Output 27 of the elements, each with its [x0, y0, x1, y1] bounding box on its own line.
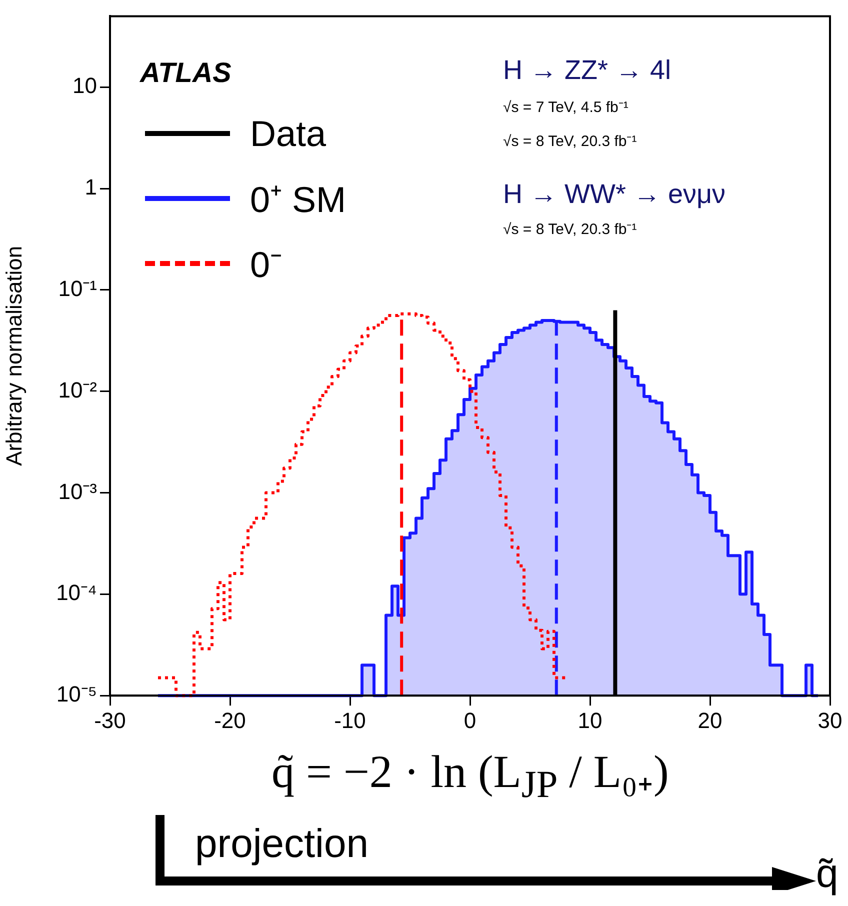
- legend-label: Data: [250, 112, 326, 155]
- annotation: H → WW* → eνμν: [503, 179, 726, 210]
- x-tick-label: 30: [818, 708, 842, 733]
- x-axis-title: q̃ = −2 · ln (L$_{JP}$ / L₀₊): [272, 744, 669, 807]
- y-tick-label: 10⁻⁴: [56, 580, 97, 606]
- x-tick-label: -10: [334, 708, 366, 733]
- y-tick-label: 1: [84, 174, 97, 200]
- y-tick-label: 10⁻⁵: [56, 682, 97, 707]
- annotation: √s = 8 TeV, 20.3 fb⁻¹: [503, 221, 637, 238]
- annotation: √s = 7 TeV, 4.5 fb⁻¹: [503, 99, 628, 116]
- x-tick-label: 0: [464, 708, 476, 733]
- legend-label: 0⁺ SM: [250, 178, 346, 222]
- y-tick-label: 10⁻¹: [58, 276, 97, 301]
- y-tick-label: 10⁻³: [58, 478, 97, 504]
- annotation: ATLAS: [140, 57, 232, 89]
- text: q̃: [816, 852, 838, 896]
- text: projection: [195, 822, 368, 866]
- x-tick-label: -30: [94, 708, 126, 733]
- y-tick-label: 10⁻²: [58, 377, 97, 402]
- annotation: H → ZZ* → 4l: [503, 55, 672, 86]
- x-tick-label: -20: [214, 708, 246, 733]
- y-tick-label: 10: [72, 73, 97, 98]
- x-tick-label: 20: [698, 708, 722, 733]
- y-axis-title: Arbitrary normalisation: [1, 246, 26, 466]
- x-tick-label: 10: [578, 708, 602, 733]
- legend-label: 0⁻: [250, 243, 282, 288]
- annotation: √s = 8 TeV, 20.3 fb⁻¹: [503, 133, 637, 150]
